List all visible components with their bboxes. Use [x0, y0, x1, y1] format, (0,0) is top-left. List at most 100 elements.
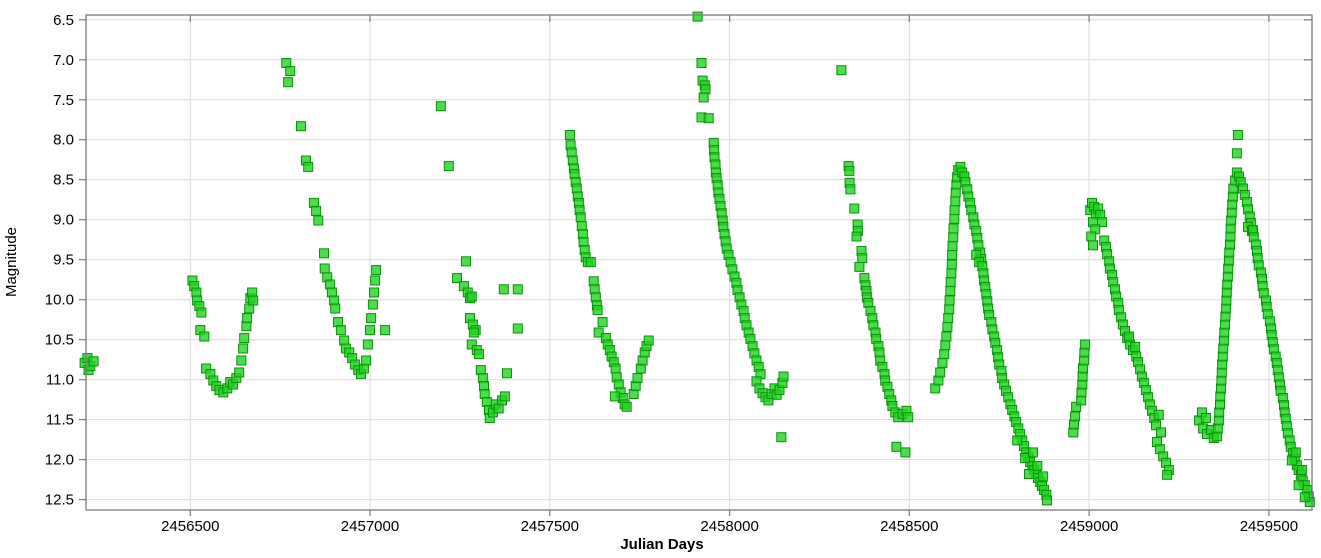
data-point	[643, 335, 654, 346]
data-point	[947, 249, 958, 260]
y-tick-label: 12.0	[45, 452, 74, 469]
data-point	[632, 373, 643, 384]
data-point	[564, 130, 575, 140]
data-point	[854, 261, 865, 272]
x-tick-label: 2458000	[700, 518, 758, 535]
data-point	[461, 256, 471, 267]
data-point	[945, 277, 956, 288]
data-point	[313, 215, 324, 226]
data-point	[609, 391, 620, 402]
y-tick-label: 8.0	[53, 132, 74, 149]
data-point	[443, 161, 454, 172]
data-point	[946, 259, 957, 270]
data-point	[939, 349, 950, 360]
data-point	[1012, 435, 1023, 446]
x-tick-label: 2458500	[880, 518, 938, 535]
data-point	[944, 295, 955, 306]
data-point	[935, 367, 946, 378]
data-point	[311, 205, 322, 216]
y-tick-label: 9.5	[53, 252, 74, 269]
data-point	[836, 65, 847, 76]
data-point	[285, 66, 296, 76]
gridlines	[86, 15, 1312, 510]
data-point	[248, 295, 259, 306]
y-tick-label: 7.0	[53, 52, 74, 69]
data-point	[242, 313, 253, 324]
data-point	[362, 339, 373, 350]
data-point	[849, 203, 860, 214]
data-point	[367, 299, 378, 310]
data-point	[1071, 401, 1082, 412]
data-point	[365, 325, 375, 336]
data-point	[900, 447, 911, 458]
data-point	[236, 355, 247, 366]
data-point	[1293, 480, 1304, 491]
y-tick-label: 7.5	[53, 92, 74, 109]
x-tick-label: 2456500	[161, 518, 219, 535]
y-tick-label: 8.5	[53, 172, 74, 189]
data-point	[621, 401, 632, 412]
data-point	[361, 355, 372, 366]
data-point	[1028, 447, 1038, 458]
data-point	[502, 368, 512, 379]
data-point	[371, 265, 382, 276]
data-point	[1231, 148, 1242, 159]
data-point	[435, 101, 446, 112]
y-tick-label: 11.5	[46, 412, 74, 429]
data-point	[1162, 469, 1173, 480]
data-point	[1070, 411, 1081, 422]
y-tick-label: 11.0	[46, 372, 74, 389]
data-point	[942, 321, 953, 332]
data-point	[1200, 413, 1211, 423]
x-tick-label: 2457000	[341, 518, 399, 535]
data-point	[199, 331, 210, 342]
data-point	[88, 356, 99, 367]
data-point	[369, 287, 379, 298]
data-point	[1032, 461, 1043, 471]
data-point	[303, 161, 314, 172]
data-point	[844, 165, 855, 176]
data-point	[1080, 339, 1091, 350]
data-point	[950, 196, 961, 207]
data-point	[903, 412, 914, 423]
data-point	[498, 284, 509, 295]
data-point	[597, 317, 608, 328]
x-tick-label: 2459000	[1060, 518, 1118, 535]
data-point	[845, 184, 856, 195]
data-point	[370, 275, 381, 286]
y-tick-label: 12.5	[45, 492, 74, 509]
data-point	[283, 77, 294, 88]
data-point	[941, 331, 952, 342]
data-point	[499, 391, 510, 402]
data-point	[937, 357, 948, 368]
data-point	[776, 432, 787, 443]
data-point	[1042, 495, 1052, 506]
data-point	[330, 303, 341, 314]
y-tick-label: 9.0	[53, 212, 74, 229]
x-tick-label: 2459500	[1240, 518, 1298, 535]
x-tick-label: 2457500	[521, 518, 579, 535]
y-tick-labels: 6.5 7.0 7.5 8.0 8.5 9.0 9.5 10.0 10.5 11.0 11.5 12.…	[45, 12, 74, 509]
data-point	[592, 305, 603, 316]
data-point	[296, 121, 306, 132]
data-point	[1020, 453, 1031, 463]
data-point	[778, 371, 789, 382]
data-point	[944, 304, 955, 315]
data-point	[943, 313, 954, 324]
data-point	[512, 284, 523, 295]
data-point	[1038, 471, 1049, 482]
data-point	[1156, 427, 1166, 438]
data-point	[1299, 492, 1310, 503]
data-point	[948, 232, 959, 243]
y-tick-label: 6.5	[53, 12, 74, 29]
data-point	[851, 231, 862, 242]
data-point	[366, 313, 377, 324]
y-tick-label: 10.5	[45, 332, 74, 349]
data-point	[1232, 130, 1243, 140]
data-point	[1290, 447, 1301, 458]
x-tick-labels: 2456500 2457000 2457500 2458000 2458500 24590…	[161, 518, 1298, 535]
data-point	[1130, 341, 1141, 352]
data-point	[238, 343, 249, 354]
data-point	[575, 212, 586, 223]
